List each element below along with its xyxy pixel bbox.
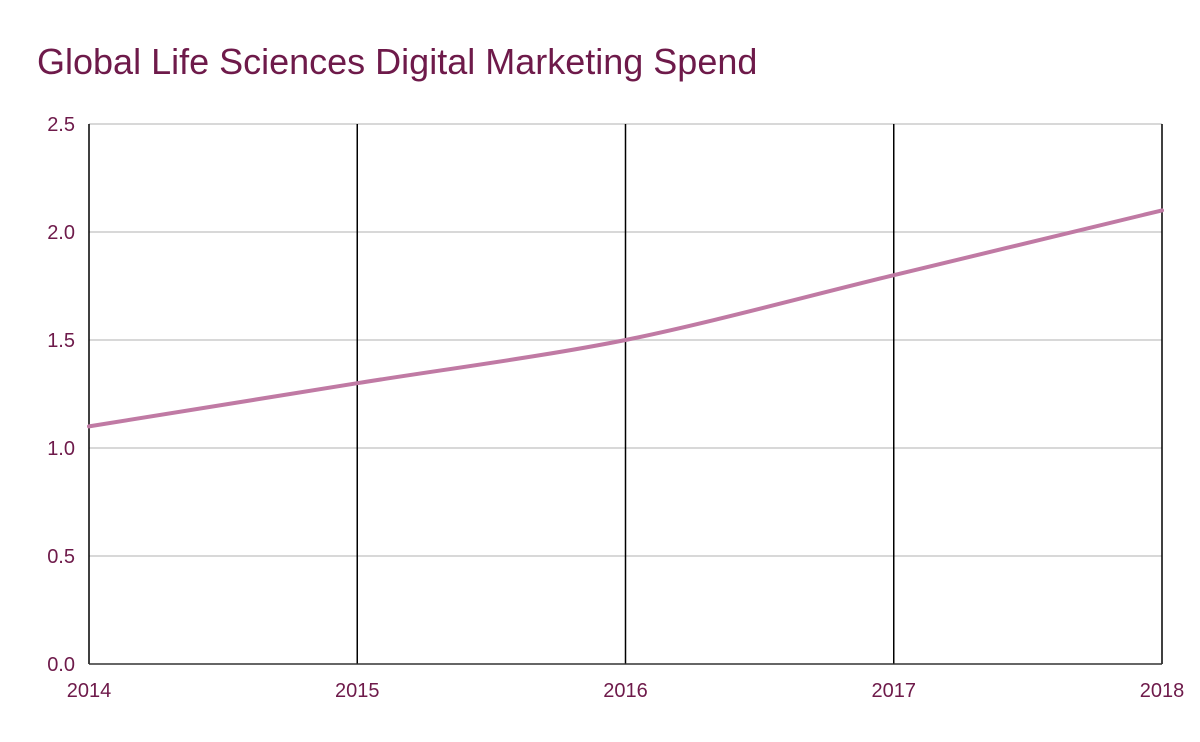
- x-tick-label: 2018: [1140, 680, 1185, 702]
- y-tick-label: 2.0: [47, 222, 75, 244]
- y-tick-label: 0.0: [47, 654, 75, 676]
- grid-layer: [88, 123, 1163, 664]
- y-tick-label: 2.5: [47, 114, 75, 136]
- series-line: [87, 208, 1164, 429]
- tick-labels: 0.0 0.5 1.0 1.5 2.0 2.5 2014 2015 2016 2017 2018: [47, 114, 1184, 702]
- x-tick-label: 2014: [67, 680, 112, 702]
- y-tick-label: 0.5: [47, 546, 75, 568]
- chart-title: Global Life Sciences Digital Marketing S…: [37, 41, 758, 82]
- y-tick-label: 1.5: [47, 330, 75, 352]
- series-layer: [87, 208, 1164, 429]
- x-tick-label: 2015: [335, 680, 380, 702]
- x-tick-label: 2016: [603, 680, 648, 702]
- y-tick-label: 1.0: [47, 438, 75, 460]
- x-tick-label: 2017: [872, 680, 917, 702]
